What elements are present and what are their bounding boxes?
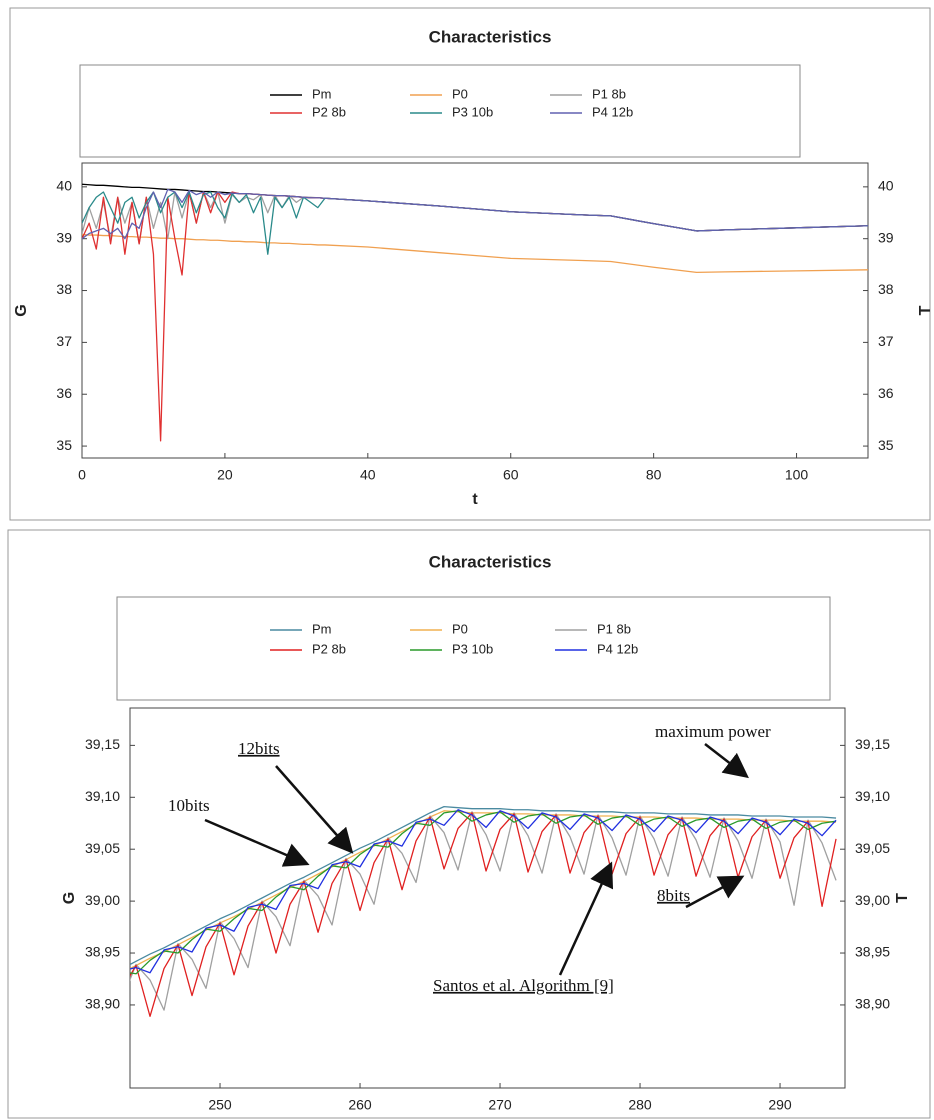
y-tick-label: 38,90 xyxy=(85,996,120,1012)
plot-area xyxy=(81,162,869,459)
y-tick-label: 39,15 xyxy=(85,736,120,752)
x-tick-label: 250 xyxy=(208,1097,232,1113)
legend-label: P3 10b xyxy=(452,104,493,119)
y2-tick-label: 37 xyxy=(878,333,894,349)
series-line xyxy=(130,809,837,974)
y-tick-label: 40 xyxy=(56,178,72,194)
y-axis-label: G xyxy=(61,892,78,904)
legend-label: P0 xyxy=(452,621,468,636)
series-line xyxy=(130,811,837,1011)
x-tick-label: 100 xyxy=(785,467,809,483)
y-tick-label: 39 xyxy=(56,229,72,245)
series-line xyxy=(82,191,868,255)
series-line xyxy=(130,805,837,966)
y-tick-label: 39,05 xyxy=(85,840,120,856)
y-tick-label: 35 xyxy=(56,437,72,453)
series-group xyxy=(82,183,868,442)
y2-axis-label: T xyxy=(894,893,911,903)
y-tick-label: 39,10 xyxy=(85,788,120,804)
y-axis-label: G xyxy=(13,304,30,316)
legend-label: Pm xyxy=(312,86,332,101)
annotation: 10bits xyxy=(168,796,210,815)
legend-label: P4 12b xyxy=(592,104,633,119)
series-line xyxy=(82,191,868,245)
plot-area xyxy=(129,707,846,1089)
y2-tick-label: 38,95 xyxy=(855,944,890,960)
arrow xyxy=(275,765,354,854)
y-tick-label: 38 xyxy=(56,281,72,297)
y2-tick-label: 38 xyxy=(878,281,894,297)
x-tick-label: 270 xyxy=(488,1097,512,1113)
x-tick-label: 260 xyxy=(348,1097,372,1113)
annotation: maximum power xyxy=(655,722,771,741)
legend-label: P2 8b xyxy=(312,641,346,656)
series-line xyxy=(130,810,837,975)
y-tick-label: 39,00 xyxy=(85,892,120,908)
arrows xyxy=(204,743,749,976)
legend-label: P3 10b xyxy=(452,641,493,656)
chart-title: Characteristics xyxy=(429,27,552,46)
legend-label: P0 xyxy=(452,86,468,101)
y2-tick-label: 40 xyxy=(878,178,894,194)
y2-axis-label: T xyxy=(917,305,934,315)
legend-label: P1 8b xyxy=(597,621,631,636)
annotation: Santos et al. Algorithm [9] xyxy=(433,976,614,995)
y2-tick-label: 39,15 xyxy=(855,736,890,752)
x-axis-label: t xyxy=(472,491,478,508)
chart-frame xyxy=(7,529,931,1119)
series-line xyxy=(130,810,837,970)
x-tick-label: 40 xyxy=(360,467,376,483)
arrow xyxy=(558,861,614,976)
y-tick-label: 36 xyxy=(56,385,72,401)
x-tick-label: 20 xyxy=(217,467,233,483)
legend-box xyxy=(116,596,831,701)
charts: Characteristics Pm P0 P1 8b P2 8b P3 10b P4 12… xyxy=(13,27,934,1113)
legend-label: Pm xyxy=(312,621,332,636)
chart-title: Characteristics xyxy=(429,552,552,571)
x-tick-label: 280 xyxy=(628,1097,652,1113)
y2-tick-label: 39,05 xyxy=(855,840,890,856)
series-line xyxy=(130,812,837,1018)
y2-tick-label: 39,10 xyxy=(855,788,890,804)
series-line xyxy=(82,233,868,274)
arrow xyxy=(704,743,749,779)
legend-label: P2 8b xyxy=(312,104,346,119)
x-tick-label: 80 xyxy=(646,467,662,483)
y2-tick-label: 36 xyxy=(878,385,894,401)
arrow xyxy=(204,818,310,867)
legend-label: P4 12b xyxy=(597,641,638,656)
legend-label: P1 8b xyxy=(592,86,626,101)
y2-tick-label: 35 xyxy=(878,437,894,453)
y2-tick-label: 39,00 xyxy=(855,892,890,908)
x-tick-label: 0 xyxy=(78,467,86,483)
series-line xyxy=(82,188,868,240)
x-tick-label: 290 xyxy=(768,1097,792,1113)
y2-tick-label: 39 xyxy=(878,229,894,245)
y-tick-label: 38,95 xyxy=(85,944,120,960)
y-tick-label: 37 xyxy=(56,333,72,349)
x-tick-label: 60 xyxy=(503,467,519,483)
arrow xyxy=(685,875,745,909)
y2-tick-label: 38,90 xyxy=(855,996,890,1012)
legend-box xyxy=(79,64,801,158)
annotation: 12bits xyxy=(238,739,280,758)
annotation: 8bits xyxy=(657,886,690,905)
series-group xyxy=(130,805,837,1018)
chart-frame xyxy=(9,7,931,521)
